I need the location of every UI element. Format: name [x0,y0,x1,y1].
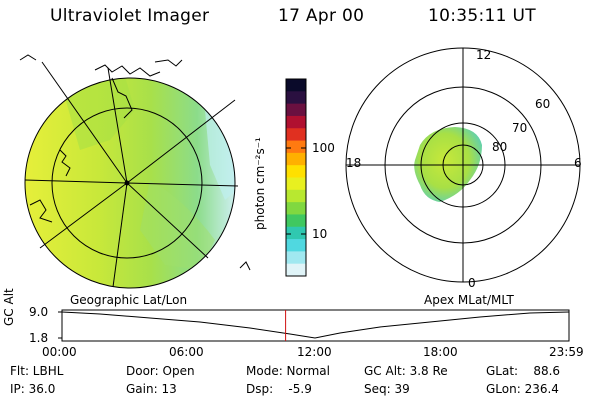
colorbar-tick-100: 100 [312,141,335,155]
geographic-caption: Geographic Lat/Lon [70,293,188,307]
altitude-ytick-9: 9.0 [29,305,49,319]
colorbar-segment [286,263,306,277]
status-mode: Mode: Normal [246,364,330,378]
coastlines [19,54,251,271]
status-gain: Gain: 13 [126,382,177,396]
apex-caption: Apex MLat/MLT [424,293,514,307]
status-gcalt: GC Alt: 3.8 Re [364,364,448,378]
status-seq: Seq: 39 [364,382,410,396]
mlt-label-6: 6 [574,156,582,170]
colorbar-segment [286,226,306,240]
colorbar-segment [286,202,306,215]
altitude-ylabel: GC Alt [2,288,16,326]
xtick-1800: 18:00 [423,345,458,359]
mlt-label-12: 12 [476,48,492,62]
xtick-1200: 12:00 [297,345,332,359]
status-glat: GLat: 88.6 [486,364,561,378]
colorbar-segment [286,177,306,191]
latlon-grid [24,61,239,289]
colorbar-segment [286,115,306,129]
xtick-0600: 06:00 [169,345,204,359]
date-label: 17 Apr 00 [278,6,365,26]
instrument-title: Ultraviolet Imager [50,6,210,26]
colorbar-segment [286,103,306,117]
altitude-ytick-1.8: 1.8 [29,331,49,345]
status-dsp: Dsp: -5.9 [246,382,312,396]
time-label: 10:35:11 UT [428,6,536,26]
status-flt: Flt: LBHL [10,364,64,378]
colorbar-segment [286,140,306,154]
status-ip: IP: 36.0 [10,382,56,396]
mlat-label-70: 70 [512,121,528,135]
altitude-plot [58,309,570,342]
status-door: Door: Open [126,364,195,378]
pole-marker [124,180,130,186]
polar-plot [345,47,581,283]
mlt-label-18: 18 [346,156,362,170]
colorbar-segment [286,189,306,203]
colorbar-segment [286,239,306,252]
colorbar-tick-10: 10 [312,227,328,241]
xtick-0000: 00:00 [42,345,77,359]
colorbar-segment [286,128,306,142]
colorbar-segment [286,251,306,265]
colorbar-label: photon cm⁻²s⁻¹ [253,137,267,230]
status-glon: GLon: 236.4 [486,382,559,396]
mlt-label-0: 0 [468,276,476,290]
mlat-label-80: 80 [492,140,508,154]
colorbar-segment [286,214,306,228]
colorbar-segment [286,165,306,178]
colorbar-segment [286,91,306,105]
colorbar [285,78,307,277]
mlat-label-60: 60 [535,97,551,111]
colorbar-segment [286,152,306,166]
xtick-2359: 23:59 [549,345,584,359]
geographic-image [19,54,251,289]
colorbar-segment [286,79,306,92]
